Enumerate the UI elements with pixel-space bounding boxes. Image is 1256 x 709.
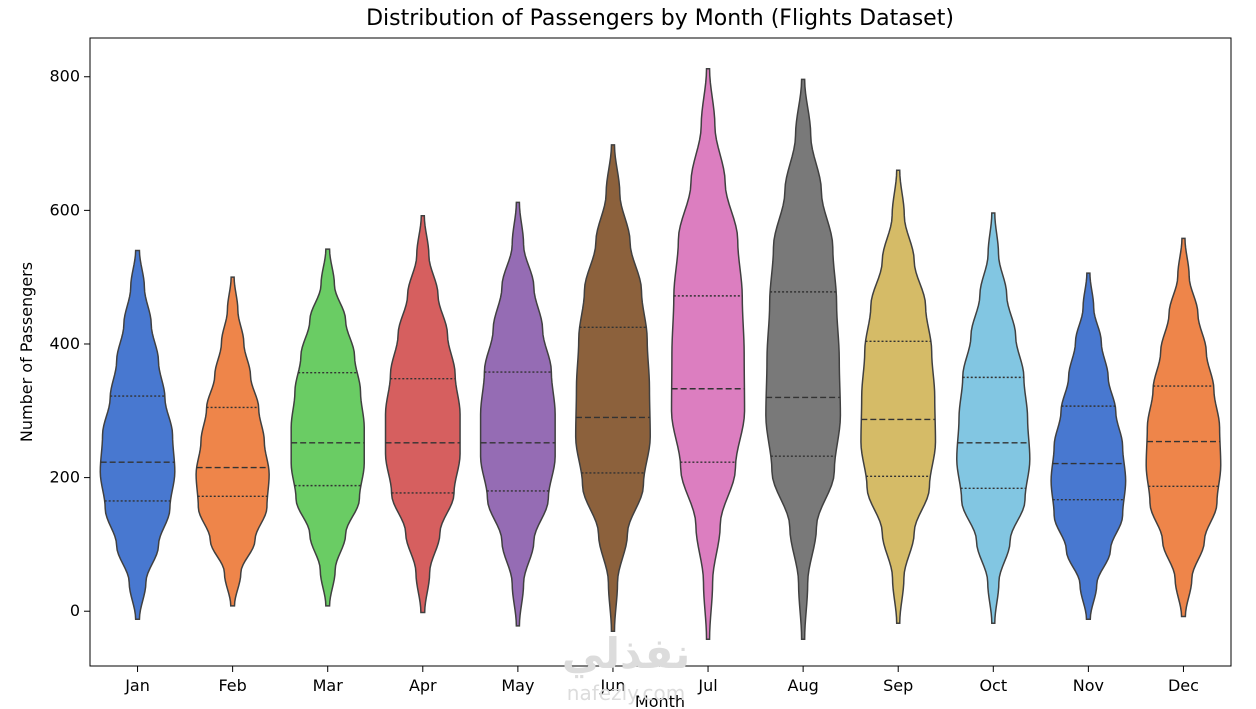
violin-nov [1050, 272, 1127, 620]
violin-jul [670, 67, 746, 641]
violin-aug [765, 78, 842, 641]
watermark-logo: نفذلي [562, 629, 691, 679]
x-tick-label-jan: Jan [124, 676, 150, 695]
x-tick-label-feb: Feb [218, 676, 246, 695]
violin-feb [195, 276, 270, 607]
y-tick-label: 800 [49, 67, 80, 86]
x-tick-label-mar: Mar [313, 676, 344, 695]
x-tick-label-jun: Jun [599, 676, 625, 695]
violin-dec [1145, 237, 1222, 618]
watermark-text: nafezly.com [567, 681, 685, 705]
violin-mar [290, 248, 365, 607]
violin-may [479, 201, 556, 627]
violin-sep [860, 169, 937, 624]
y-tick-label: 200 [49, 468, 80, 487]
x-axis-label: Month [635, 692, 685, 709]
violin-jun [574, 144, 651, 633]
x-tick-label-apr: Apr [409, 676, 437, 695]
x-tick-label-sep: Sep [883, 676, 913, 695]
violin-oct [956, 212, 1031, 624]
y-axis-label: Number of Passengers [17, 262, 36, 442]
x-axis: Jan Feb Mar Apr May Jun Jul Aug Sep Oct Nov Dec [124, 666, 1199, 695]
y-tick-label: 600 [49, 200, 80, 219]
violins-group [99, 67, 1222, 641]
violin-jan [99, 249, 176, 620]
x-tick-label-nov: Nov [1073, 676, 1104, 695]
x-tick-label-jul: Jul [697, 676, 717, 695]
y-tick-label: 400 [49, 334, 80, 353]
chart-title: Distribution of Passengers by Month (Fli… [366, 6, 954, 31]
x-tick-label-may: May [501, 676, 534, 695]
x-tick-label-oct: Oct [979, 676, 1007, 695]
x-tick-label-dec: Dec [1168, 676, 1199, 695]
y-axis: 0 200 400 600 800 [49, 67, 90, 620]
violin-apr [384, 214, 461, 614]
x-tick-label-aug: Aug [788, 676, 819, 695]
y-tick-label: 0 [70, 601, 80, 620]
plot-area-frame [89, 37, 1232, 667]
